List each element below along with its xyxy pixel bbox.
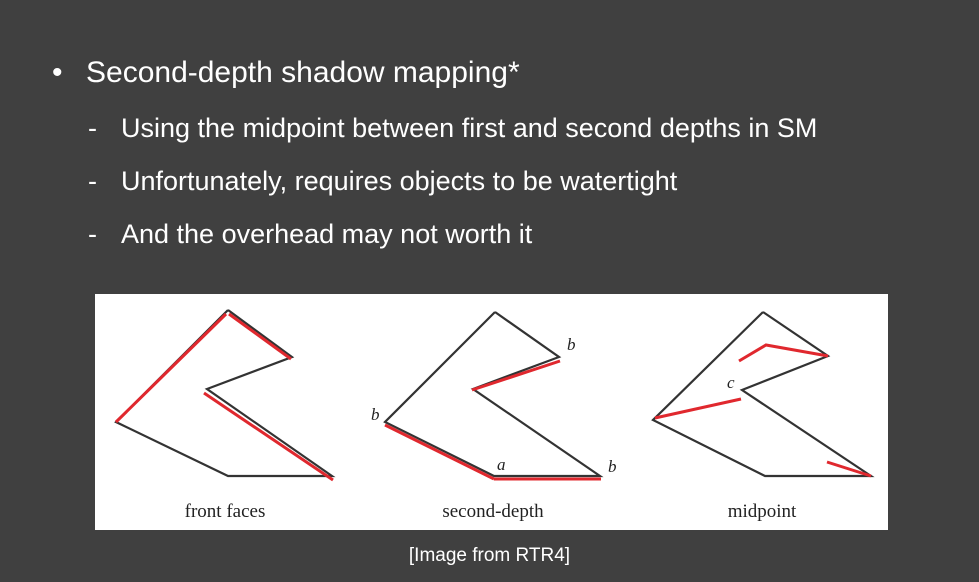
sub-bullet-1: - Using the midpoint between first and s…: [88, 113, 817, 144]
point-label-b-top: b: [567, 335, 576, 354]
shadow-diagram: front faces b b b a second-depth c: [114, 309, 875, 522]
main-bullet-text: Second-depth shadow mapping*: [86, 56, 520, 89]
bullet-marker: •: [52, 56, 63, 89]
sub-bullet-marker: -: [88, 219, 97, 249]
panel-label-second-depth: second-depth: [442, 501, 544, 522]
panel-label-midpoint: midpoint: [728, 501, 797, 522]
highlight-midpoint-upper: [738, 343, 829, 363]
sub-bullet-3: - And the overhead may not worth it: [88, 219, 532, 250]
sub-bullet-text: Unfortunately, requires objects to be wa…: [121, 166, 678, 196]
panel-label-front-faces: front faces: [185, 501, 266, 522]
image-caption: [Image from RTR4]: [408, 545, 571, 566]
highlight-inner-edge: [203, 391, 334, 482]
point-label-c: c: [727, 373, 735, 392]
point-label-b-left: b: [371, 405, 380, 424]
main-bullet: • Second-depth shadow mapping*: [52, 56, 520, 90]
outline-midpoint: [651, 311, 875, 478]
highlight-midpoint-lower: [826, 460, 872, 478]
point-label-a: a: [497, 455, 506, 474]
point-label-b-right: b: [608, 457, 617, 476]
highlight-top-right-edge: [228, 312, 292, 361]
sub-bullet-marker: -: [88, 113, 97, 143]
highlight-left-edge: [114, 312, 228, 424]
sub-bullet-text: And the overhead may not worth it: [121, 219, 533, 249]
sub-bullet-text: Using the midpoint between first and sec…: [121, 113, 818, 143]
panel-front-faces: front faces: [114, 309, 336, 522]
highlight-lower-left-edge: [384, 423, 495, 481]
outline-front-faces: [114, 309, 336, 478]
figure-image: front faces b b b a second-depth c: [95, 294, 888, 530]
highlight-midpoint-left: [654, 397, 742, 420]
highlight-upper-edge: [471, 359, 561, 392]
sub-bullet-2: - Unfortunately, requires objects to be …: [88, 166, 677, 197]
sub-bullet-marker: -: [88, 166, 97, 196]
outline-second-depth: [383, 311, 604, 478]
panel-midpoint: c midpoint: [651, 311, 875, 522]
panel-second-depth: b b b a second-depth: [371, 311, 617, 522]
